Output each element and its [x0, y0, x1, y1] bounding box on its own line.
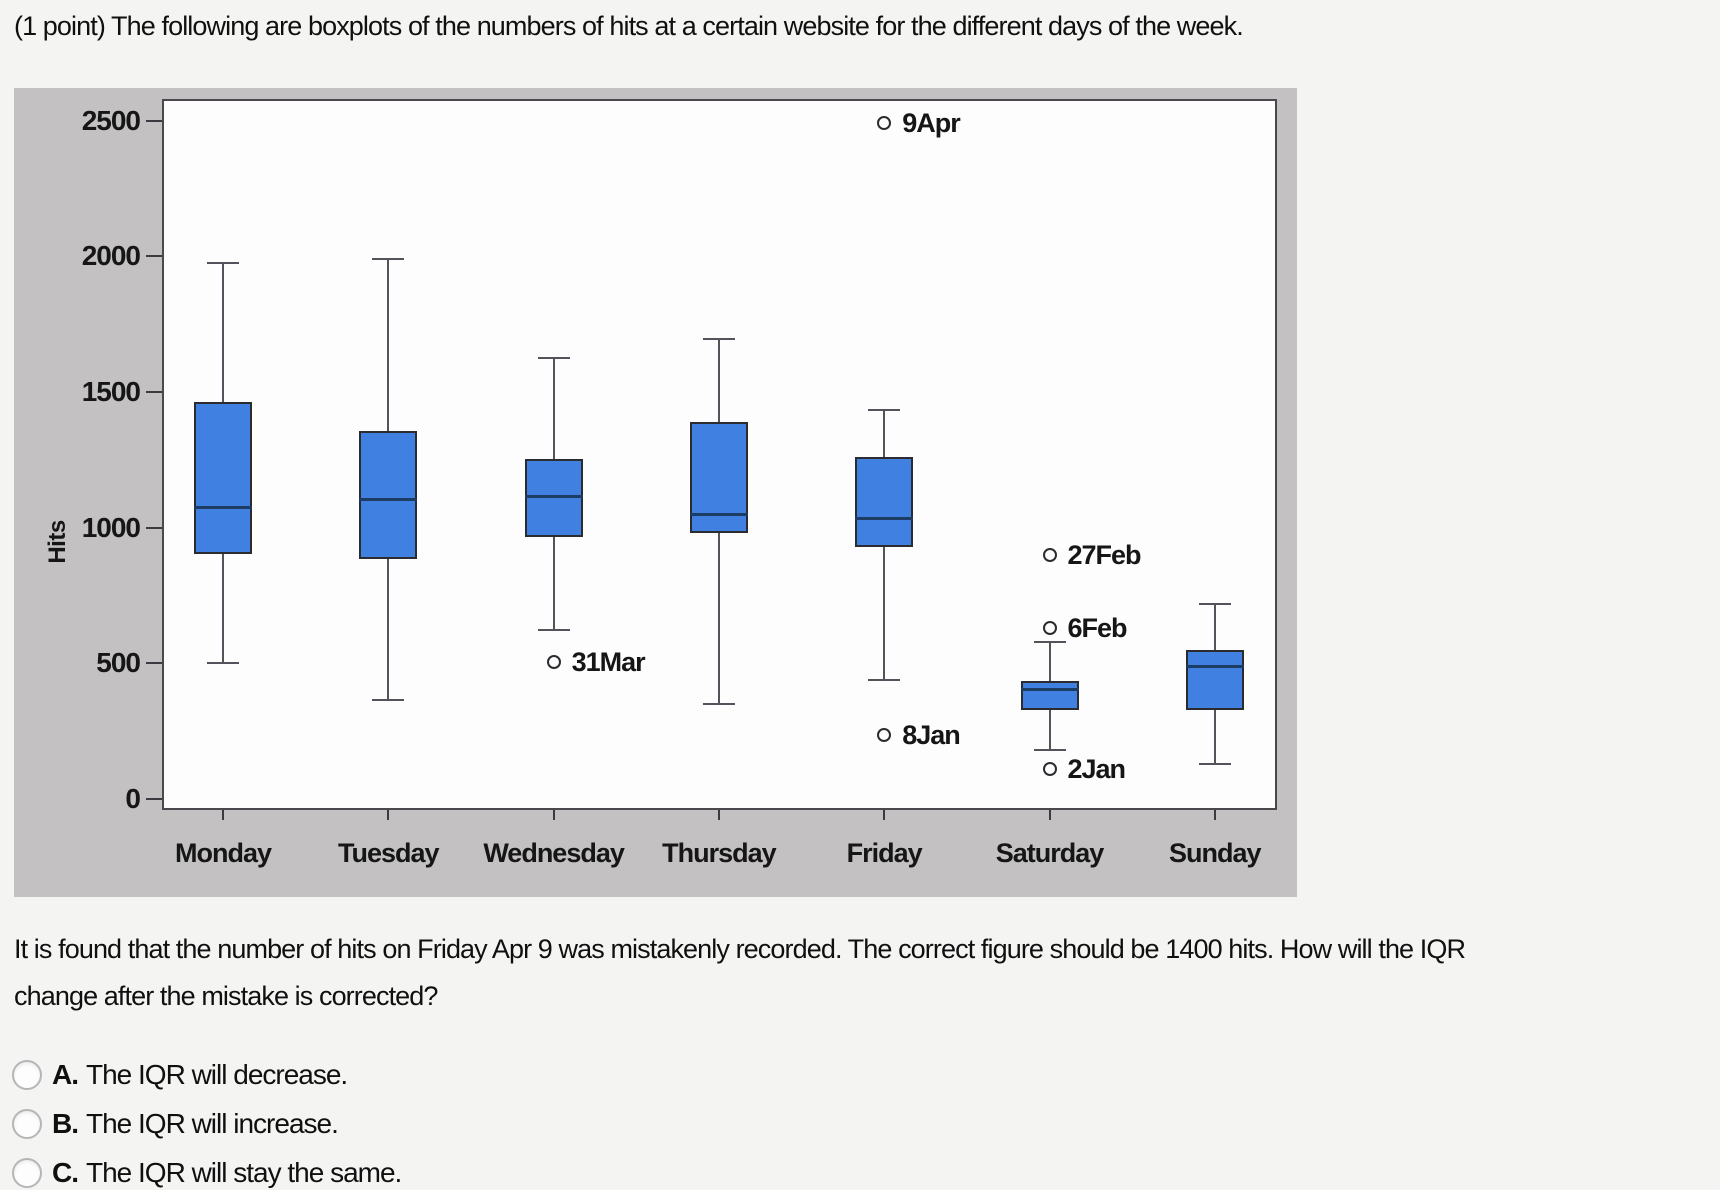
- y-tick: [146, 119, 162, 122]
- median-thursday: [689, 512, 748, 516]
- whisker-cap-high-friday: [868, 408, 901, 411]
- y-tick-label: 1500: [81, 376, 141, 408]
- whisker-lower-tuesday: [387, 558, 390, 701]
- outlier-point-saturday: [1042, 621, 1057, 636]
- outlier-point-saturday: [1042, 547, 1057, 562]
- x-category-label: Thursday: [662, 838, 777, 868]
- y-tick-label: 2500: [81, 104, 141, 136]
- y-tick: [146, 662, 162, 665]
- x-category-label: Friday: [846, 838, 923, 868]
- x-category-label: Tuesday: [338, 838, 440, 868]
- option-c-text: C. The IQR will stay the same.: [52, 1156, 402, 1190]
- whisker-cap-low-friday: [868, 678, 901, 681]
- x-tick: [717, 810, 720, 820]
- x-tick: [1213, 810, 1216, 820]
- x-tick: [387, 810, 390, 820]
- y-tick: [146, 391, 162, 394]
- whisker-cap-high-thursday: [702, 338, 735, 341]
- whisker-lower-sunday: [1213, 709, 1216, 764]
- outlier-label-wednesday: 31Mar: [571, 647, 646, 678]
- whisker-lower-saturday: [1048, 709, 1051, 751]
- boxplot-chart: Hits 0 500 1000 1500 2000 2500 Monday Tuesday We…: [14, 88, 1297, 897]
- option-a-key: A.: [52, 1059, 79, 1090]
- outlier-label-saturday: 27Feb: [1067, 539, 1142, 570]
- outlier-label-saturday: 6Feb: [1067, 613, 1128, 644]
- option-c-label: The IQR will stay the same.: [86, 1157, 402, 1188]
- x-category-label: Sunday: [1169, 838, 1262, 868]
- whisker-upper-saturday: [1048, 641, 1051, 682]
- x-category-label: Saturday: [995, 838, 1105, 868]
- y-tick: [146, 526, 162, 529]
- whisker-upper-thursday: [717, 339, 720, 422]
- outlier-point-wednesday: [546, 655, 561, 670]
- option-b-text: B. The IQR will increase.: [52, 1107, 339, 1141]
- whisker-cap-high-monday: [207, 262, 239, 265]
- box-friday: [855, 457, 914, 547]
- question-header: (1 point) The following are boxplots of …: [14, 11, 1244, 41]
- x-tick: [552, 810, 555, 820]
- question-body: It is found that the number of hits on F…: [14, 926, 1466, 1020]
- question-body-line: It is found that the number of hits on F…: [14, 934, 1466, 964]
- y-tick-label: 2000: [81, 240, 141, 272]
- option-c-key: C.: [52, 1157, 79, 1188]
- whisker-lower-monday: [222, 553, 224, 664]
- whisker-lower-friday: [883, 546, 886, 680]
- y-tick: [146, 255, 162, 258]
- whisker-cap-high-sunday: [1198, 602, 1231, 605]
- x-category-label: Wednesday: [483, 838, 625, 868]
- whisker-cap-low-monday: [207, 662, 239, 665]
- whisker-upper-monday: [222, 263, 224, 402]
- median-saturday: [1020, 687, 1079, 691]
- box-saturday: [1020, 681, 1079, 710]
- median-monday: [194, 505, 252, 509]
- y-tick: [146, 798, 162, 801]
- whisker-lower-wednesday: [552, 537, 555, 630]
- whisker-cap-low-saturday: [1033, 749, 1066, 752]
- median-sunday: [1185, 664, 1244, 668]
- question-body-line: change after the mistake is corrected?: [14, 981, 438, 1011]
- outlier-label-saturday: 2Jan: [1067, 754, 1127, 785]
- outlier-point-friday: [877, 116, 892, 131]
- whisker-upper-sunday: [1213, 603, 1216, 650]
- box-monday: [194, 401, 252, 554]
- outlier-point-friday: [877, 728, 892, 743]
- median-tuesday: [359, 497, 418, 501]
- x-tick: [883, 810, 886, 820]
- whisker-upper-friday: [883, 409, 886, 458]
- y-tick-label: 500: [96, 647, 141, 679]
- whisker-upper-wednesday: [552, 358, 555, 459]
- box-tuesday: [359, 431, 418, 559]
- whisker-cap-low-sunday: [1198, 762, 1231, 765]
- outlier-point-saturday: [1042, 762, 1057, 777]
- outlier-label-friday: 8Jan: [902, 720, 961, 751]
- box-sunday: [1185, 649, 1244, 710]
- option-b-radio[interactable]: [12, 1109, 42, 1139]
- box-thursday: [689, 421, 748, 534]
- whisker-upper-tuesday: [387, 259, 390, 432]
- whisker-cap-low-thursday: [702, 703, 735, 706]
- whisker-cap-low-wednesday: [537, 628, 570, 631]
- x-category-label: Monday: [174, 838, 272, 868]
- option-a-text: A. The IQR will decrease.: [52, 1058, 348, 1092]
- option-a-radio[interactable]: [12, 1060, 42, 1090]
- option-a-label: The IQR will decrease.: [86, 1059, 348, 1090]
- outlier-label-friday: 9Apr: [902, 108, 961, 139]
- option-b-key: B.: [52, 1108, 79, 1139]
- y-tick-label: 1000: [81, 511, 141, 543]
- whisker-cap-high-saturday: [1033, 640, 1066, 643]
- x-tick: [1048, 810, 1051, 820]
- whisker-lower-thursday: [717, 533, 720, 705]
- x-tick: [222, 810, 224, 820]
- y-tick-label: 0: [125, 783, 141, 815]
- median-friday: [855, 516, 914, 520]
- option-b-label: The IQR will increase.: [86, 1108, 339, 1139]
- whisker-cap-low-tuesday: [372, 699, 405, 702]
- whisker-cap-high-wednesday: [537, 357, 570, 360]
- median-wednesday: [524, 495, 583, 499]
- whisker-cap-high-tuesday: [372, 258, 405, 261]
